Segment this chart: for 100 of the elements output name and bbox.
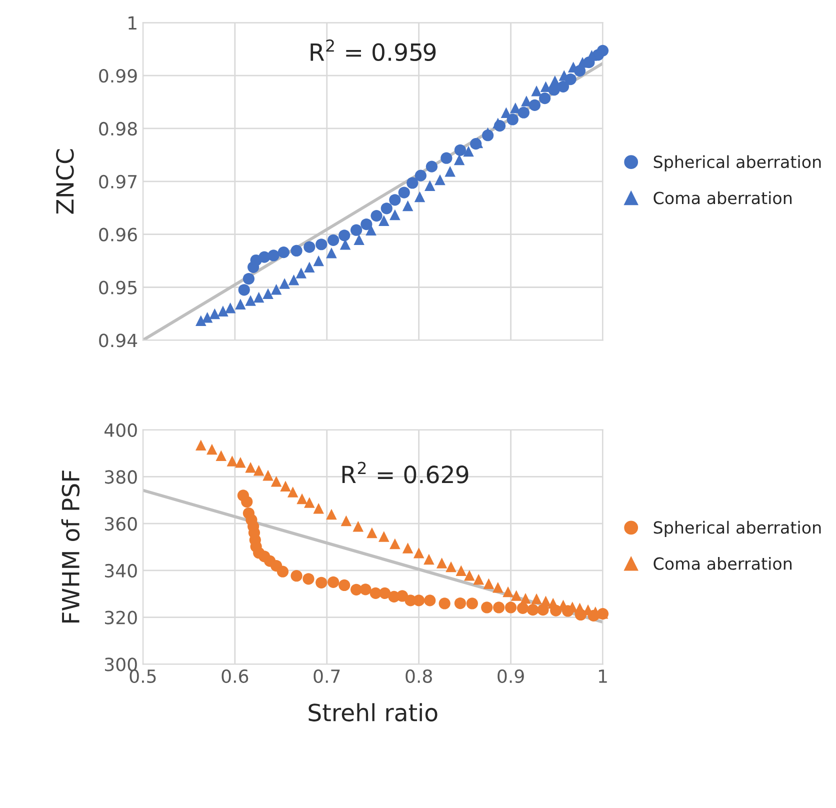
point [557,80,570,92]
point [238,284,250,296]
point [402,200,414,212]
point [378,215,390,226]
point [360,218,372,230]
y-axis-title: FWHM of PSF [61,470,80,623]
y-tick-label: 340 [105,564,137,578]
y-tick-label: 380 [105,470,137,484]
y-tick-label: 0.97 [99,174,137,189]
point [464,570,475,581]
point [241,496,253,508]
point [424,180,436,192]
point [338,579,350,592]
point [209,308,220,320]
y-tick-label: 300 [105,658,137,672]
point [454,144,466,156]
point [288,274,300,286]
y-axis-title: ZNCC [56,149,74,214]
point [414,170,426,182]
point [366,224,376,236]
point [518,106,530,118]
point [350,224,362,236]
point [390,538,400,550]
point [434,174,446,186]
legend-label: Coma aberration [654,191,792,204]
point [218,306,228,316]
y-tick-label: 0.96 [99,228,137,242]
point [354,234,364,245]
point [466,598,478,610]
point [444,166,456,177]
point [262,470,274,481]
annotation: R$^{2}$ = 0.959 [310,39,436,62]
point [196,315,206,326]
point [550,75,560,86]
point [463,146,474,157]
point [262,288,274,299]
point [531,86,542,96]
point [196,440,206,450]
point [528,99,541,111]
point [280,480,291,492]
point [328,576,340,588]
point [540,596,552,607]
point [414,191,426,202]
point [224,302,236,314]
point [539,92,551,104]
point [326,247,337,258]
point [402,542,414,554]
point [235,457,246,468]
point [577,56,588,68]
point [438,598,450,610]
legend-label: Spherical aberration [654,155,821,172]
x-tick-label: 0.5 [130,669,156,684]
point [226,456,238,466]
point [270,284,282,295]
y-tick-label: 0.95 [99,280,137,294]
y-tick-label: 360 [105,517,137,531]
point [596,44,609,56]
point [304,262,315,273]
point [426,160,438,172]
point [316,576,328,588]
point [504,602,517,614]
y-tick-label: 320 [105,610,137,624]
y-tick-label: 400 [104,423,137,437]
point [527,604,539,616]
y-tick-label: 0.94 [99,334,138,348]
legend-label: Spherical aberration [654,520,821,538]
point [326,508,337,520]
point [502,586,514,598]
x-tick-label: 0.6 [222,669,248,684]
point [456,565,467,576]
point [316,238,328,250]
point [370,210,382,222]
point [406,177,418,189]
point [313,255,324,266]
point [454,597,466,610]
annotation: R$^{2}$ = 0.629 [342,462,468,484]
point [253,292,264,303]
legend-label: Coma aberration [654,557,792,570]
point [242,272,255,285]
point [492,582,504,593]
point [482,127,494,138]
point [245,295,256,306]
point [352,521,364,532]
x-tick-label: 1 [598,670,607,683]
point [287,486,298,498]
point [278,246,290,258]
point [366,527,378,538]
point [340,515,352,526]
point [296,268,307,278]
point [390,209,400,220]
point [398,186,410,198]
point [304,497,315,508]
point [548,598,558,609]
point [473,574,484,585]
point [202,312,213,323]
point [276,566,289,578]
point [235,298,246,310]
point [424,554,434,565]
x-tick-label: 0.7 [314,669,340,684]
point [290,244,302,257]
